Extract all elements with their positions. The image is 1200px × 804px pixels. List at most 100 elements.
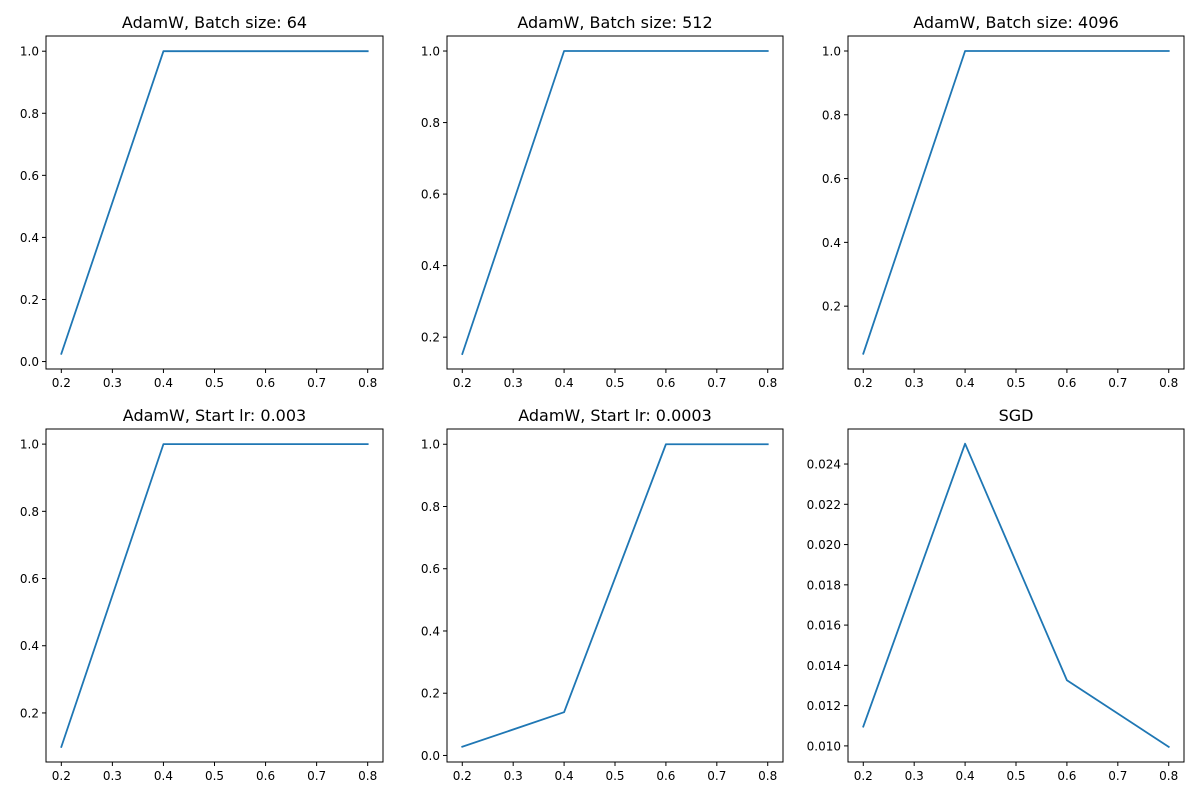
series-line — [863, 51, 1168, 354]
y-tick-label: 1.0 — [20, 45, 39, 59]
x-tick-label: 0.6 — [256, 769, 275, 783]
y-tick-label: 0.2 — [20, 293, 39, 307]
axes-frame — [447, 36, 783, 369]
x-tick-label: 0.7 — [307, 376, 326, 390]
y-tick-label: 1.0 — [421, 438, 440, 452]
axes-frame — [447, 429, 783, 762]
y-tick-label: 0.8 — [20, 505, 39, 519]
x-tick-label: 0.8 — [358, 769, 377, 783]
y-tick-label: 0.6 — [421, 562, 440, 576]
x-tick-label: 0.5 — [205, 769, 224, 783]
x-tick-label: 0.5 — [1006, 376, 1025, 390]
x-tick-label: 0.7 — [707, 769, 726, 783]
x-tick-label: 0.6 — [656, 769, 675, 783]
axes-frame — [848, 429, 1184, 762]
x-tick-label: 0.6 — [656, 376, 675, 390]
x-tick-label: 0.7 — [307, 769, 326, 783]
x-tick-label: 0.5 — [1006, 769, 1025, 783]
x-tick-label: 0.4 — [956, 376, 975, 390]
subplot-1: AdamW, Batch size: 64 0.2 0.3 0.4 0.5 0.6 0.7 0… — [20, 13, 383, 390]
y-tick-label: 0.022 — [807, 498, 841, 512]
x-tick-label: 0.4 — [154, 376, 173, 390]
y-tick-label: 0.6 — [822, 172, 841, 186]
x-tick-label: 0.6 — [256, 376, 275, 390]
x-tick-label: 0.4 — [555, 769, 574, 783]
x-tick-label: 0.7 — [1108, 769, 1127, 783]
subplot-title: AdamW, Batch size: 64 — [122, 13, 307, 32]
x-tick-label: 0.8 — [1159, 769, 1178, 783]
x-tick-label: 0.6 — [1057, 376, 1076, 390]
subplot-title: AdamW, Start lr: 0.003 — [123, 406, 306, 425]
x-tick-label: 0.5 — [205, 376, 224, 390]
subplot-4: AdamW, Start lr: 0.003 0.2 0.3 0.4 0.5 0.6 0.7… — [20, 406, 383, 783]
subplot-title: AdamW, Start lr: 0.0003 — [518, 406, 712, 425]
y-tick-label: 0.8 — [421, 500, 440, 514]
subplot-5: AdamW, Start lr: 0.0003 0.2 0.3 0.4 0.5 0.6 0.… — [421, 406, 783, 783]
x-tick-label: 0.3 — [905, 376, 924, 390]
y-tick-label: 0.2 — [20, 706, 39, 720]
x-tick-label: 0.3 — [504, 769, 523, 783]
x-tick-label: 0.5 — [605, 769, 624, 783]
y-tick-label: 0.2 — [421, 687, 440, 701]
y-tick-label: 1.0 — [822, 44, 841, 58]
axes-frame — [848, 36, 1184, 369]
y-tick-label: 1.0 — [20, 438, 39, 452]
x-tick-label: 0.8 — [758, 769, 777, 783]
y-tick-label: 0.8 — [822, 108, 841, 122]
series-line — [462, 444, 767, 747]
x-tick-label: 0.4 — [154, 769, 173, 783]
x-tick-label: 0.2 — [854, 376, 873, 390]
y-tick-label: 0.020 — [807, 538, 841, 552]
y-tick-label: 0.012 — [807, 699, 841, 713]
y-tick-label: 0.024 — [807, 458, 841, 472]
series-line — [863, 444, 1168, 747]
x-tick-label: 0.2 — [453, 769, 472, 783]
subplot-title: SGD — [999, 406, 1034, 425]
subplot-title: AdamW, Batch size: 4096 — [913, 13, 1119, 32]
y-tick-label: 0.2 — [822, 300, 841, 314]
y-tick-label: 0.2 — [421, 331, 440, 345]
y-tick-label: 0.0 — [421, 749, 440, 763]
x-tick-label: 0.2 — [52, 376, 71, 390]
x-tick-label: 0.6 — [1057, 769, 1076, 783]
x-tick-label: 0.7 — [1108, 376, 1127, 390]
y-tick-label: 0.018 — [807, 578, 841, 592]
x-tick-label: 0.8 — [758, 376, 777, 390]
x-tick-label: 0.7 — [707, 376, 726, 390]
y-tick-label: 0.014 — [807, 659, 841, 673]
axes-frame — [46, 429, 383, 762]
subplot-3: AdamW, Batch size: 4096 0.2 0.3 0.4 0.5 0.6 0.… — [822, 13, 1184, 390]
series-line — [462, 51, 767, 354]
y-tick-label: 0.016 — [807, 619, 841, 633]
x-tick-label: 0.3 — [504, 376, 523, 390]
y-tick-label: 0.8 — [20, 107, 39, 121]
x-tick-label: 0.2 — [453, 376, 472, 390]
subplot-title: AdamW, Batch size: 512 — [517, 13, 712, 32]
series-line — [61, 51, 367, 354]
y-tick-label: 0.4 — [421, 259, 440, 273]
x-tick-label: 0.2 — [854, 769, 873, 783]
y-tick-label: 0.4 — [421, 624, 440, 638]
y-tick-label: 0.6 — [20, 169, 39, 183]
y-tick-label: 0.4 — [20, 231, 39, 245]
y-tick-label: 0.4 — [20, 639, 39, 653]
subplot-2: AdamW, Batch size: 512 0.2 0.3 0.4 0.5 0.6 0.7… — [421, 13, 783, 390]
y-tick-label: 0.6 — [421, 188, 440, 202]
y-tick-label: 0.6 — [20, 572, 39, 586]
axes-frame — [46, 36, 383, 369]
y-tick-label: 0.4 — [822, 236, 841, 250]
x-tick-label: 0.5 — [605, 376, 624, 390]
x-tick-label: 0.2 — [52, 769, 71, 783]
y-tick-label: 0.0 — [20, 355, 39, 369]
x-tick-label: 0.8 — [358, 376, 377, 390]
y-tick-label: 0.8 — [421, 116, 440, 130]
x-tick-label: 0.3 — [103, 769, 122, 783]
y-tick-label: 0.010 — [807, 739, 841, 753]
series-line — [61, 444, 367, 747]
x-tick-label: 0.3 — [103, 376, 122, 390]
x-tick-label: 0.3 — [905, 769, 924, 783]
x-tick-label: 0.4 — [555, 376, 574, 390]
